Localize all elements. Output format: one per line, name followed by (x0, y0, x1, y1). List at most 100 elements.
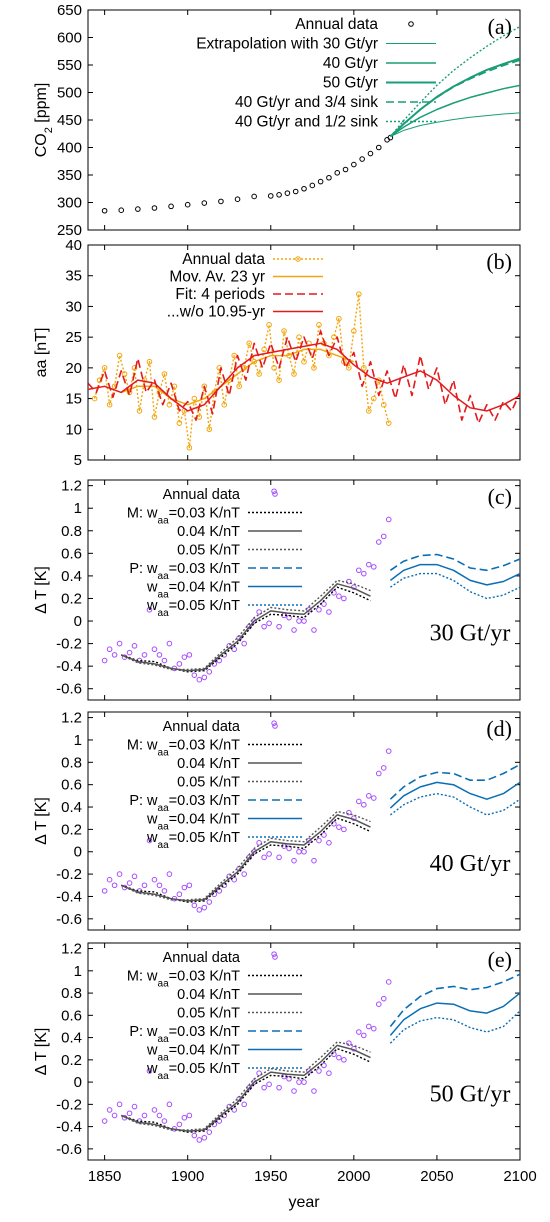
y-tick-label: 0 (74, 613, 82, 630)
data-point (161, 371, 168, 377)
data-point (276, 192, 282, 198)
panel-d: -0.6 -0.4 -0.2 0 0.2 0.4 0.6 0.8 1 1.2 Δ T [K] (d) 4… (33, 710, 521, 931)
data-point (301, 618, 307, 624)
y-tick-label: 450 (57, 112, 82, 129)
x-tick-label: 2000 (337, 1168, 370, 1185)
y-tick-label: 400 (57, 140, 82, 157)
y-tick-label: -0.4 (56, 888, 82, 905)
data-point (281, 328, 287, 334)
legend-label: waa=0.04 K/nT (146, 1043, 240, 1064)
legend-label: Annual data (163, 950, 241, 966)
legend: Annual data M: waa=0.03 K/nT0.04 K/nT 0.05… (127, 950, 302, 1082)
y-tick-label: 300 (57, 195, 82, 212)
data-point (326, 1070, 332, 1076)
data-point (176, 661, 183, 667)
data-point (176, 891, 183, 898)
data-point (311, 627, 317, 633)
data-point (359, 156, 365, 162)
data-point (116, 352, 123, 359)
data-point (385, 420, 392, 426)
legend-label: Annual data (295, 16, 378, 33)
data-point (375, 539, 382, 545)
legend-label: P: waa=0.03 K/nT (129, 561, 240, 582)
legend-label: ...w/o 10.95-yr (167, 304, 265, 321)
data-point (346, 1040, 352, 1046)
panel-e: -0.6 -0.4 -0.2 0 0.2 0.4 0.6 0.8 1 1.2 1850 1900 195… (33, 941, 537, 1211)
data-point (296, 334, 302, 340)
legend-label: 50 Gt/yr (323, 75, 378, 92)
series-line-6 (390, 572, 520, 600)
data-point (146, 837, 153, 844)
y-tick-label: 5 (74, 452, 82, 469)
data-point (241, 1101, 247, 1108)
data-point (317, 178, 324, 185)
data-point (375, 770, 382, 777)
data-point (106, 1107, 113, 1113)
plot-frame (87, 244, 521, 461)
data-point (336, 315, 342, 322)
series-line-1 (390, 112, 520, 137)
data-point (271, 488, 277, 495)
legend: Annual data M: waa=0.03 K/nT0.04 K/nT 0.05… (127, 487, 302, 619)
data-point (181, 884, 188, 891)
data-point (131, 873, 138, 880)
data-point (156, 882, 163, 889)
y-tick-label: 0.6 (61, 545, 82, 562)
data-point (151, 1107, 158, 1113)
data-point (356, 1029, 362, 1035)
data-point (161, 1118, 168, 1124)
panel-label: (b) (486, 249, 512, 274)
y-axis-label: Δ T [K] (33, 566, 50, 614)
data-point (276, 1084, 282, 1091)
series-line-6 (389, 1010, 520, 1044)
series-line-1 (120, 586, 371, 673)
x-tick-label: 2100 (503, 1168, 536, 1185)
data-point (231, 352, 238, 359)
data-point (356, 291, 362, 297)
data-point (331, 820, 337, 827)
series-layer (101, 25, 520, 214)
data-point (206, 426, 213, 433)
legend-label: Fit: 4 periods (175, 286, 265, 303)
legend-label: 0.05 K/nT (177, 1006, 240, 1022)
y-tick-label: 550 (57, 57, 82, 74)
data-point (361, 570, 367, 577)
data-point (292, 188, 299, 195)
scenario-annotation: 30 Gt/yr (430, 621, 511, 647)
data-point (256, 609, 262, 615)
y-tick-label: -0.2 (56, 636, 82, 653)
data-point (151, 205, 158, 211)
data-point (96, 377, 103, 383)
data-point (196, 676, 203, 683)
data-point (166, 1101, 173, 1108)
legend-label: waa=0.04 K/nT (146, 580, 240, 601)
data-point (151, 646, 158, 653)
y-tick-label: 0.6 (61, 1007, 82, 1024)
data-point (246, 340, 252, 347)
data-point (166, 401, 173, 408)
data-point (251, 193, 257, 200)
data-point (380, 995, 387, 1002)
data-point (101, 365, 108, 371)
y-tick-label: 350 (57, 167, 82, 184)
data-point (151, 414, 158, 420)
series-line-2 (120, 583, 371, 672)
data-point (191, 672, 198, 678)
data-point (231, 646, 238, 653)
series-line-2 (88, 330, 520, 424)
series-line-6 (389, 792, 520, 816)
data-point (306, 837, 312, 844)
data-point (116, 871, 123, 877)
data-point (301, 848, 307, 855)
y-tick-label: 0.8 (61, 523, 82, 540)
legend-label: 40 Gt/yr and 1/2 sink (235, 114, 378, 131)
y-tick-label: -0.4 (56, 658, 82, 675)
series-line-4 (389, 763, 520, 800)
data-point (367, 150, 374, 157)
y-tick-label: 0.2 (61, 590, 82, 607)
data-point (286, 845, 292, 852)
data-point (284, 190, 291, 196)
data-point (311, 857, 317, 864)
data-point (146, 606, 153, 613)
x-tick-label: 1900 (171, 1168, 204, 1185)
